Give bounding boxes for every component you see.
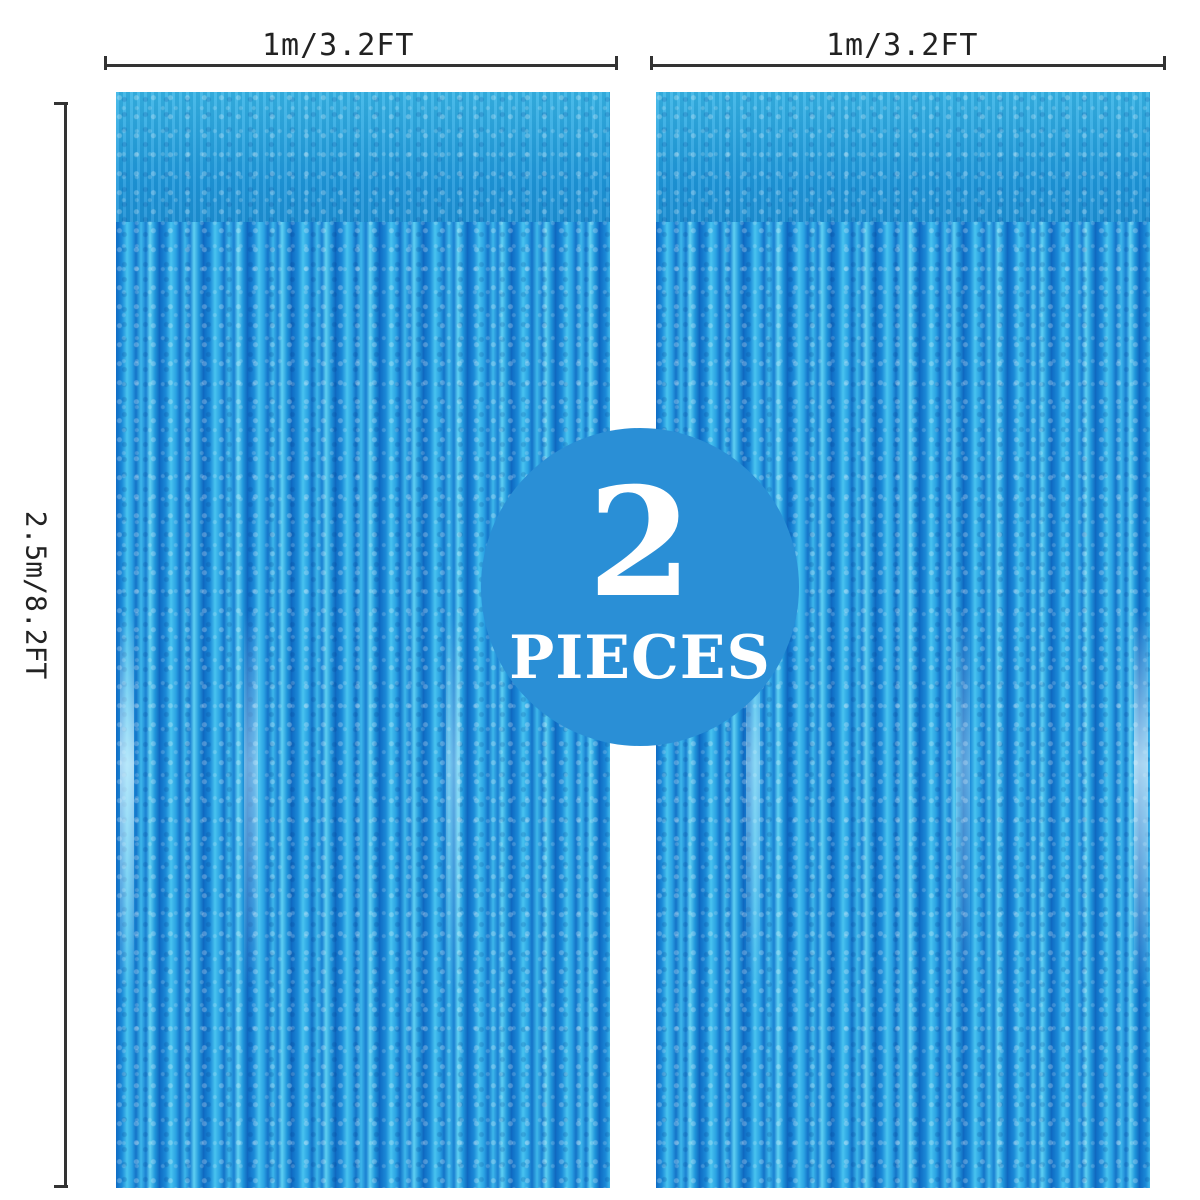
left-width-line: [104, 64, 618, 67]
height-tick-top: [54, 102, 68, 105]
right-width-line: [650, 64, 1166, 67]
left-width-label: 1m/3.2FT: [262, 28, 415, 63]
right-curtain: [656, 92, 1150, 1188]
left-width-tick-start: [104, 56, 107, 70]
left-curtain-strands: [116, 222, 610, 1188]
left-width-tick-end: [615, 56, 618, 70]
quantity-badge: 2 PIECES: [481, 428, 799, 746]
height-line: [64, 102, 67, 1188]
left-curtain-glint: [446, 612, 460, 992]
right-width-tick-start: [650, 56, 653, 70]
quantity-number: 2: [587, 455, 693, 631]
height-label: 2.5m/8.2FT: [19, 510, 53, 680]
right-curtain-glint: [746, 612, 760, 992]
right-curtain-glint: [956, 612, 970, 992]
right-curtain-header: [656, 92, 1150, 242]
right-curtain-glint: [1134, 612, 1148, 992]
right-width-label: 1m/3.2FT: [826, 28, 979, 63]
left-curtain-header: [116, 92, 610, 242]
height-tick-bottom: [54, 1185, 68, 1188]
right-width-tick-end: [1163, 56, 1166, 70]
left-curtain: [116, 92, 610, 1188]
left-curtain-glint: [120, 612, 134, 992]
left-curtain-glint: [244, 612, 258, 992]
quantity-unit-label: PIECES: [509, 623, 771, 693]
